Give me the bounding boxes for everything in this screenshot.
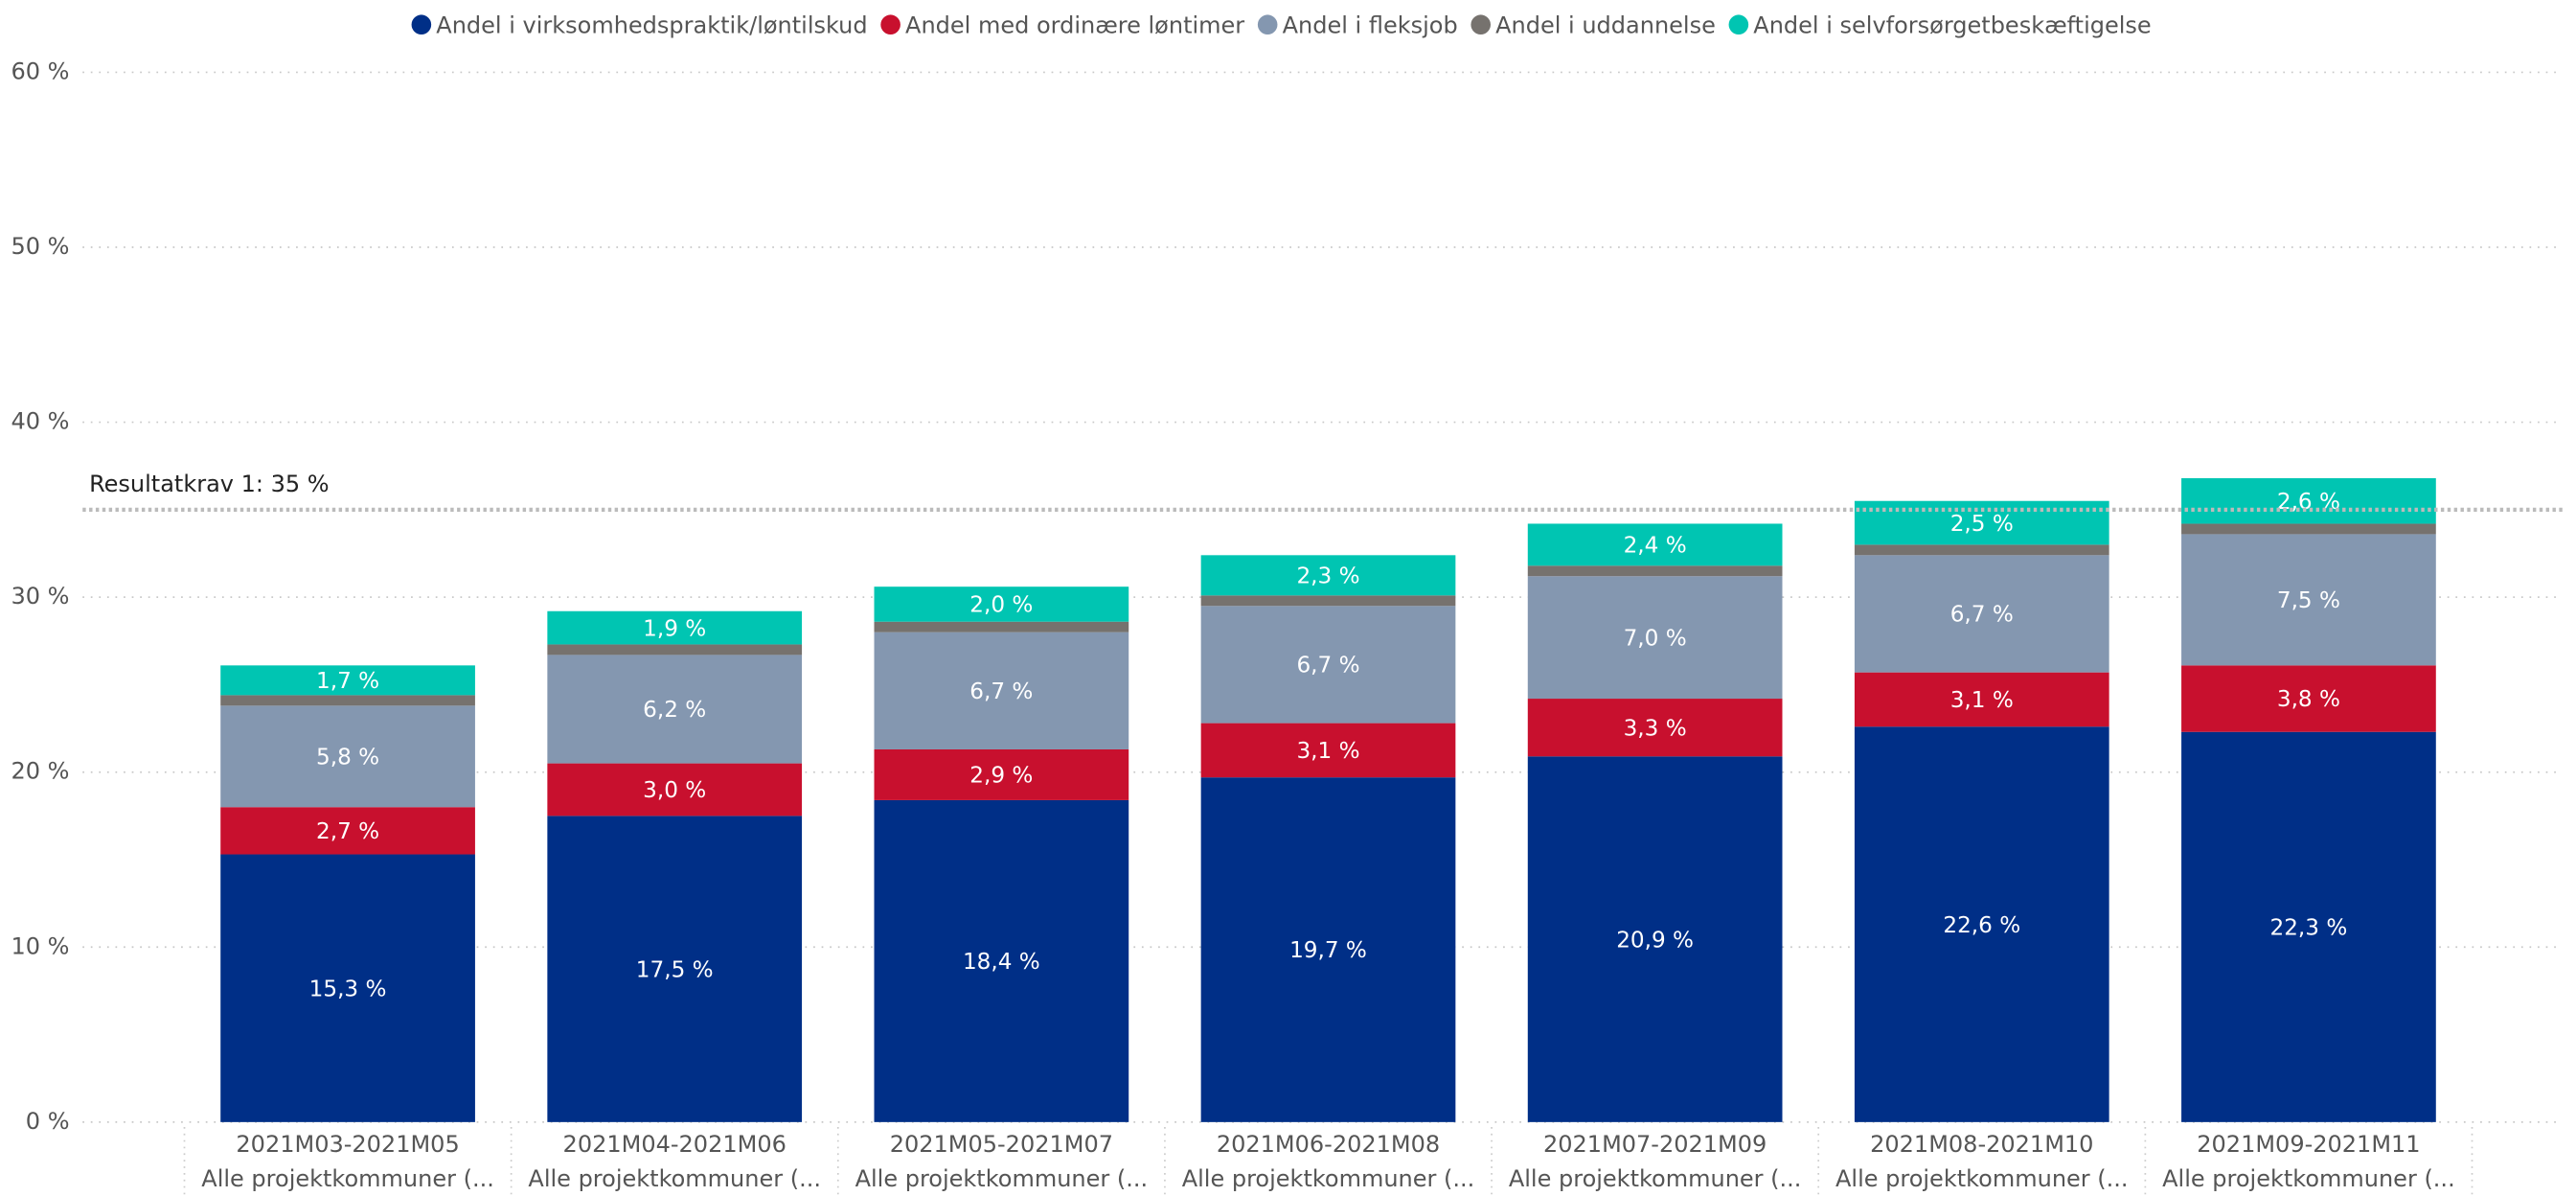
value-label: 6,7 % [1950, 603, 2014, 628]
x-tick-label: Alle projektkommuner (... [201, 1165, 494, 1192]
bar-segment [1527, 523, 1783, 566]
bar-segment [220, 695, 475, 706]
value-label: 6,2 % [643, 698, 706, 723]
value-label: 18,4 % [963, 950, 1040, 975]
bar-segment [547, 655, 803, 764]
y-tick-label: 20 % [11, 758, 70, 785]
bar-segment [547, 763, 803, 816]
legend-label: Andel i fleksjob [1283, 12, 1458, 38]
value-label: 7,5 % [2277, 588, 2340, 613]
bar-segment [1200, 777, 1456, 1122]
value-label: 15,3 % [309, 977, 387, 1001]
legend-marker [411, 14, 432, 34]
bar-segment [2181, 665, 2436, 732]
x-tick-label: 2021M08-2021M10 [1870, 1131, 2093, 1158]
bar-segment [220, 665, 475, 696]
value-label: 6,7 % [969, 679, 1033, 704]
value-label: 7,0 % [1624, 626, 1687, 651]
y-tick-label: 60 % [11, 58, 70, 84]
value-label: 2,3 % [1296, 564, 1359, 589]
bar-segment [1854, 726, 2109, 1122]
bar-segment [1527, 756, 1783, 1122]
value-label: 20,9 % [1616, 928, 1694, 953]
value-label: 6,7 % [1296, 654, 1359, 678]
bar-segment [220, 854, 475, 1122]
bar-segment [1200, 723, 1456, 778]
bar-segment [1854, 555, 2109, 673]
bar-segment [874, 586, 1129, 622]
value-label: 17,5 % [636, 957, 714, 982]
value-label: 3,0 % [643, 778, 706, 803]
y-tick-label: 40 % [11, 408, 70, 435]
y-tick-label: 10 % [11, 932, 70, 959]
bar-segment [2181, 477, 2436, 524]
bar-segment [1854, 672, 2109, 727]
x-tick-label: Alle projektkommuner (... [855, 1165, 1149, 1192]
legend-label: Andel i virksomhedspraktik/løntilskud [436, 12, 867, 38]
value-label: 2,4 % [1624, 534, 1687, 559]
x-tick-label: 2021M07-2021M09 [1543, 1131, 1767, 1158]
x-tick-label: 2021M06-2021M08 [1217, 1131, 1440, 1158]
value-label: 19,7 % [1289, 938, 1367, 963]
value-label: 5,8 % [316, 745, 379, 770]
x-tick-label: Alle projektkommuner (... [2162, 1165, 2455, 1192]
x-tick-label: Alle projektkommuner (... [1182, 1165, 1475, 1192]
legend-marker [880, 14, 900, 34]
bar-segment [1854, 544, 2109, 556]
value-label: 2,0 % [969, 593, 1033, 618]
legend-marker [1257, 14, 1278, 34]
y-tick-label: 50 % [11, 233, 70, 260]
reference-label: Resultatkrav 1: 35 % [89, 471, 330, 497]
value-label: 2,9 % [969, 764, 1033, 789]
bar-segment [2181, 731, 2436, 1122]
x-tick-label: Alle projektkommuner (... [528, 1165, 821, 1192]
bar-segment [220, 807, 475, 855]
bar-segment [1200, 606, 1456, 724]
legend-label: Andel i selvforsørgetbeskæftigelse [1753, 12, 2151, 38]
bar-segment [1200, 595, 1456, 607]
bar-segment [874, 621, 1129, 632]
x-tick-label: Alle projektkommuner (... [1509, 1165, 1802, 1192]
x-tick-label: 2021M09-2021M11 [2197, 1131, 2420, 1158]
bar-segment [1527, 576, 1783, 700]
y-tick-label: 30 % [11, 583, 70, 610]
y-tick-label: 0 % [26, 1108, 70, 1135]
bar-segment [547, 610, 803, 645]
bar-segment [874, 748, 1129, 800]
legend-label: Andel i uddannelse [1495, 12, 1716, 38]
bar-segment [220, 705, 475, 808]
value-label: 1,7 % [316, 669, 379, 694]
legend-marker [1470, 14, 1491, 34]
value-label: 3,8 % [2277, 687, 2340, 712]
value-label: 2,5 % [1950, 512, 2014, 537]
bar-segment [1527, 565, 1783, 577]
value-label: 1,9 % [643, 616, 706, 641]
bar-segment [2181, 523, 2436, 535]
x-tick-label: 2021M03-2021M05 [236, 1131, 459, 1158]
value-label: 3,1 % [1950, 688, 2014, 713]
value-label: 22,6 % [1943, 913, 2020, 938]
bar-segment [547, 816, 803, 1122]
value-label: 22,3 % [2270, 916, 2348, 941]
bar-segment [1527, 699, 1783, 757]
bar-segment [874, 632, 1129, 749]
x-tick-label: 2021M04-2021M06 [563, 1131, 786, 1158]
bar-segment [1200, 555, 1456, 596]
bar-segment [874, 799, 1129, 1122]
bar-segment [2181, 534, 2436, 666]
value-label: 2,7 % [316, 819, 379, 844]
value-label: 3,3 % [1624, 716, 1687, 741]
value-label: 3,1 % [1296, 739, 1359, 764]
legend-label: Andel med ordinære løntimer [905, 12, 1244, 38]
legend-marker [1728, 14, 1749, 34]
bar-segment [547, 644, 803, 656]
x-tick-label: 2021M05-2021M07 [890, 1131, 1113, 1158]
x-tick-label: Alle projektkommuner (... [1835, 1165, 2129, 1192]
